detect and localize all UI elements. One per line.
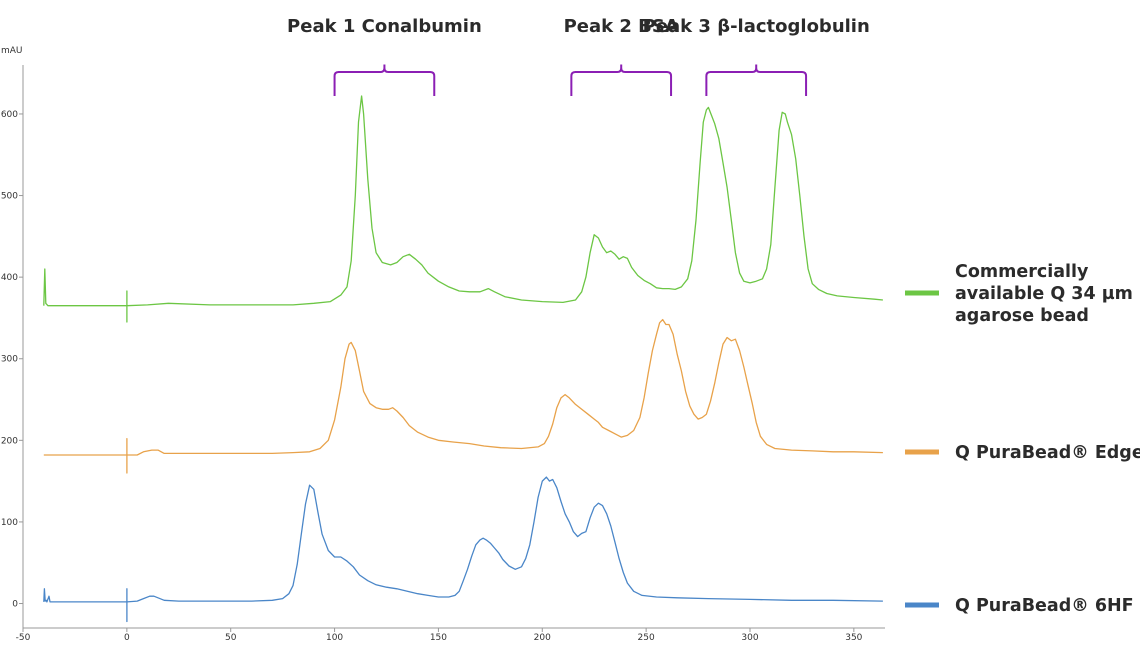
x-tick-label: 50 bbox=[225, 633, 237, 643]
y-tick-label: 300 bbox=[1, 355, 18, 365]
series-line-3 bbox=[43, 476, 883, 623]
x-tick-label: 350 bbox=[845, 633, 862, 643]
series-line-2 bbox=[43, 318, 883, 474]
legend-label-1: Commercially bbox=[955, 262, 1089, 282]
peak-bracket-3 bbox=[705, 64, 808, 96]
y-axis-unit-label: mAU bbox=[1, 46, 23, 56]
x-tick-label: 200 bbox=[534, 633, 551, 643]
peak-label-2: Peak 2 BSA bbox=[564, 16, 679, 37]
legend-label-1: available Q 34 µm bbox=[955, 284, 1133, 304]
peak-label-1: Peak 1 Conalbumin bbox=[287, 16, 482, 37]
legend-label-3: Q PuraBead® 6HF bbox=[955, 596, 1134, 616]
peak-bracket-2 bbox=[570, 64, 673, 96]
legend-label-1: agarose bead bbox=[955, 306, 1089, 326]
y-tick-label: 0 bbox=[12, 600, 18, 610]
x-tick-label: 100 bbox=[326, 633, 343, 643]
x-tick-label: 250 bbox=[638, 633, 655, 643]
x-tick-label: 150 bbox=[430, 633, 447, 643]
x-tick-label: 0 bbox=[124, 633, 130, 643]
y-tick-label: 500 bbox=[1, 192, 18, 202]
series-line-1 bbox=[43, 95, 883, 323]
x-tick-label: -50 bbox=[16, 633, 31, 643]
axes: mAU -50 0 50 100 150 200 250 300 350 0 100 200 300 40… bbox=[1, 46, 885, 643]
x-tick-label: 300 bbox=[741, 633, 758, 643]
y-tick-label: 100 bbox=[1, 518, 18, 528]
y-tick-label: 400 bbox=[1, 273, 18, 283]
peak-bracket-1 bbox=[333, 64, 436, 96]
peak-label-3: Peak 3 β-lactoglobulin bbox=[643, 16, 870, 37]
y-tick-label: 200 bbox=[1, 436, 18, 446]
series-layer bbox=[43, 95, 883, 623]
legend-label-2: Q PuraBead® Edge bbox=[955, 443, 1140, 463]
y-tick-label: 600 bbox=[1, 110, 18, 120]
